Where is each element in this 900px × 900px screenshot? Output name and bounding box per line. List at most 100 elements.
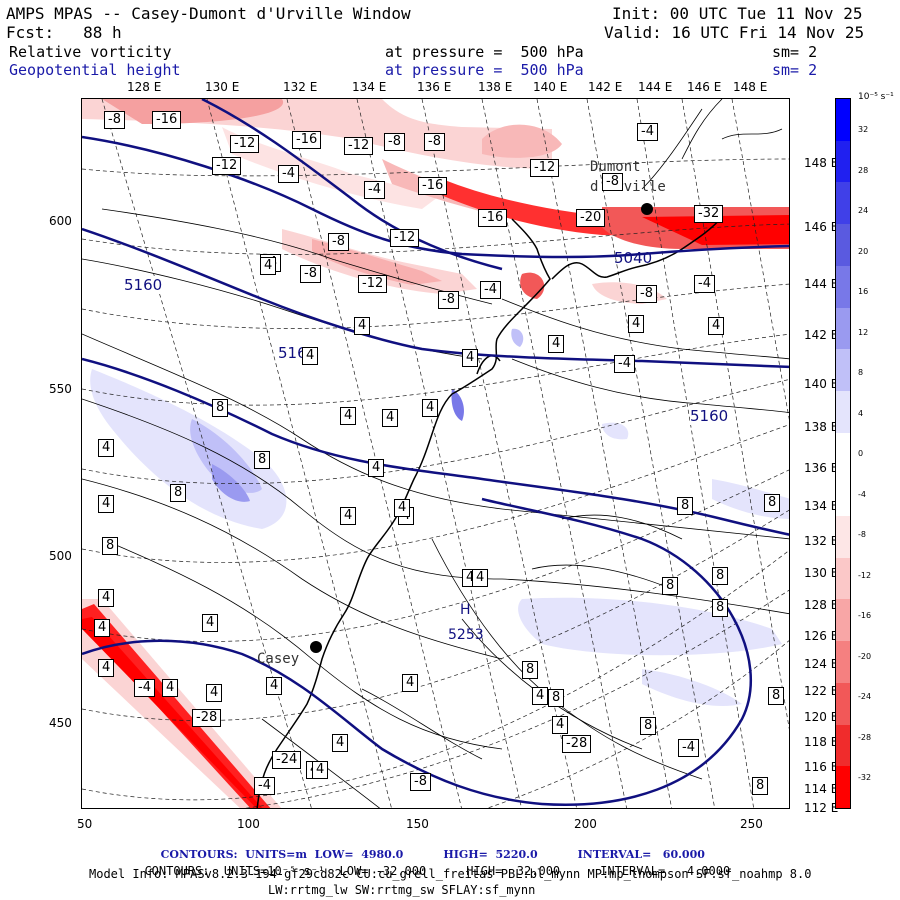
vorticity-contour-label: 4	[98, 589, 115, 607]
colorbar-segment	[836, 641, 850, 684]
y-tick-label: 500	[49, 549, 72, 563]
vorticity-contour-label: -12	[390, 229, 420, 247]
colorbar-label: 16	[858, 287, 869, 296]
station-markers	[310, 203, 653, 653]
vorticity-contour-label: 4	[382, 409, 399, 427]
vorticity-contour-label: -16	[418, 177, 448, 195]
vorticity-contour-high: HIGH= 32.000	[466, 864, 561, 878]
colorbar-segment	[836, 557, 850, 600]
colorbar-segment	[836, 724, 850, 767]
right-lon-label: 146 E	[804, 220, 839, 234]
colorbar-segment	[836, 99, 850, 142]
vorticity-contour-label: 4	[708, 317, 725, 335]
model-info-physics: LW:rrtmg_lw SW:rrtmg_sw SFLAY:sf_mynn	[268, 883, 536, 897]
vorticity-colorbar	[835, 98, 851, 809]
vorticity-contour-label: -8	[300, 265, 321, 283]
right-lon-label: 136 E	[804, 461, 839, 475]
station-label-casey: Casey	[257, 651, 300, 667]
forecast-hour: Fcst: 88 h	[6, 23, 122, 42]
vorticity-contour-label: -4	[278, 165, 299, 183]
colorbar-label: -12	[858, 570, 872, 580]
x-tick-label: 50	[77, 817, 93, 831]
top-lon-label: 128 E	[127, 80, 162, 94]
right-lon-label: 140 E	[804, 377, 839, 391]
vorticity-contour-low: CONTOURS: UNITS=10⁻⁵ s⁻¹ LOW= -32.000	[144, 864, 427, 878]
colorbar-label: 32	[858, 125, 869, 134]
right-lon-label: 148 E	[804, 156, 839, 170]
vorticity-contour-label: 4	[98, 659, 115, 677]
colorbar-label: -32	[858, 773, 872, 782]
right-lon-label: 142 E	[804, 328, 839, 342]
vorticity-contour-label: -4	[694, 275, 715, 293]
field1-level: at pressure = 500 hPa	[385, 43, 584, 61]
right-lon-label: 134 E	[804, 499, 839, 513]
vorticity-contour-label: 8	[640, 717, 657, 735]
height-contour-label: 5040	[614, 249, 653, 267]
height-contour-info: CONTOURS: UNITS=m LOW= 4980.0 HIGH= 5220.…	[153, 838, 705, 860]
y-tick-label: 600	[49, 214, 72, 228]
vorticity-contour-label: 4	[260, 257, 277, 275]
vorticity-contour-label: 4	[422, 399, 439, 417]
init-time: Init: 00 UTC Tue 11 Nov 25	[612, 4, 863, 23]
vorticity-contour-label: 4	[548, 335, 565, 353]
x-tick-label: 150	[406, 817, 429, 831]
vorticity-contour-label: 4	[552, 716, 569, 734]
coastline	[256, 216, 723, 808]
vorticity-contour-label: 4	[266, 677, 283, 695]
vorticity-contour-label: -12	[358, 275, 388, 293]
vorticity-contour-label: 8	[548, 689, 565, 707]
colorbar-segment	[836, 599, 850, 642]
colorbar-label: 8	[858, 368, 864, 377]
colorbar-segment	[836, 182, 850, 225]
top-lon-label: 144 E	[638, 80, 673, 94]
vorticity-contour-label: -8	[636, 285, 657, 303]
vorticity-contour-label: -16	[478, 209, 508, 227]
right-lon-label: 118 E	[804, 735, 839, 749]
colorbar-label: -20	[858, 651, 872, 661]
high-pressure-symbol: H	[460, 602, 471, 618]
vorticity-contour-label: 4	[368, 459, 385, 477]
vorticity-contour-label: 4	[98, 439, 115, 457]
map-canvas	[82, 99, 789, 808]
x-tick-label: 200	[574, 817, 597, 831]
vorticity-contour-label: -24	[272, 751, 302, 769]
vorticity-contour-label: -12	[212, 157, 242, 175]
vorticity-contour-label: -12	[530, 159, 560, 177]
x-tick-label: 100	[237, 817, 260, 831]
vorticity-contour-label: -28	[562, 735, 592, 753]
right-lon-label: 124 E	[804, 657, 839, 671]
vorticity-contour-interval: INTERVAL= 4.0000	[600, 864, 731, 878]
vorticity-contour-label: -12	[230, 135, 260, 153]
top-lon-label: 142 E	[588, 80, 623, 94]
vorticity-contour-label: -4	[637, 123, 658, 141]
height-contour-low: CONTOURS: UNITS=m LOW= 4980.0	[160, 848, 404, 861]
plot-title: AMPS MPAS -- Casey-Dumont d'Urville Wind…	[6, 4, 411, 23]
colorbar-label: -24	[858, 692, 872, 701]
vorticity-contour-label: -20	[576, 209, 606, 227]
y-tick-label: 450	[49, 716, 72, 730]
vorticity-contour-label: 4	[94, 619, 111, 637]
top-lon-label: 140 E	[533, 80, 568, 94]
vorticity-contour-label: 8	[254, 451, 271, 469]
vorticity-contour-label: 4	[402, 674, 419, 692]
vorticity-contour-label: -8	[602, 173, 623, 191]
colorbar-segment	[836, 390, 850, 434]
vorticity-contour-label: -8	[104, 111, 125, 129]
field2-name: Geopotential height	[9, 61, 181, 79]
field1-smoothing: sm= 2	[772, 43, 818, 61]
y-tick-label: 550	[49, 382, 72, 396]
right-lon-label: 144 E	[804, 277, 839, 291]
colorbar-label: 28	[858, 165, 869, 175]
vorticity-contour-label: 8	[712, 567, 729, 585]
colorbar-segment	[836, 265, 850, 309]
right-lon-label: 130 E	[804, 566, 839, 580]
vorticity-contour-label: -28	[192, 709, 222, 727]
vorticity-contour-label: 4	[312, 761, 329, 779]
top-lon-label: 138 E	[478, 80, 513, 94]
vorticity-contour-label: -16	[292, 131, 322, 149]
right-lon-label: 128 E	[804, 598, 839, 612]
vorticity-contour-label: 4	[302, 347, 319, 365]
vorticity-contour-label: 4	[340, 407, 357, 425]
vorticity-contour-label: 8	[677, 497, 694, 515]
top-lon-label: 146 E	[687, 80, 722, 94]
